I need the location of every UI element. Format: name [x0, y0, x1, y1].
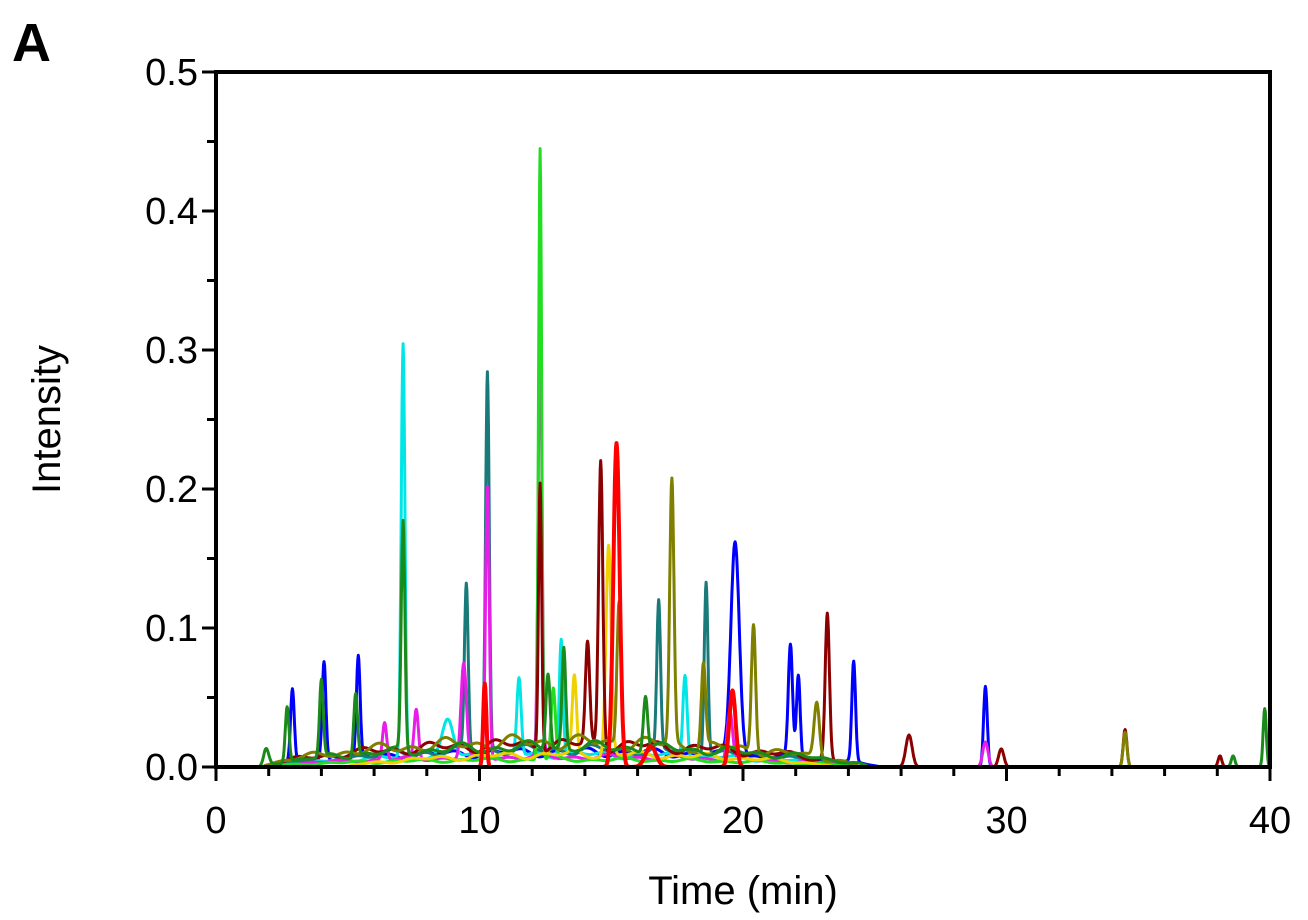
ticks-layer: 0 10 20 30 40 0.0 0.1 0.2 0.3 0.4 0.5 [145, 52, 1291, 842]
y-tick-label: 0.1 [145, 608, 198, 650]
x-tick-label: 30 [985, 800, 1027, 842]
series-line-0 [215, 540, 1271, 769]
y-axis-label: Intensity [25, 345, 69, 494]
plot-frame [214, 70, 1272, 769]
x-tick-label: 20 [722, 800, 764, 842]
y-tick-label: 0.3 [145, 330, 198, 372]
x-tick-label: 10 [458, 800, 500, 842]
x-tick-label: 40 [1249, 800, 1291, 842]
y-tick-label: 0.5 [145, 52, 198, 94]
x-tick-label: 0 [205, 800, 226, 842]
series-layer [214, 147, 1272, 769]
panel-label: A [12, 13, 51, 73]
series-line-4 [215, 147, 1271, 769]
y-tick-label: 0.4 [145, 191, 198, 233]
y-tick-label: 0.0 [145, 747, 198, 789]
y-tick-label: 0.2 [145, 469, 198, 511]
x-axis-label: Time (min) [648, 869, 838, 913]
